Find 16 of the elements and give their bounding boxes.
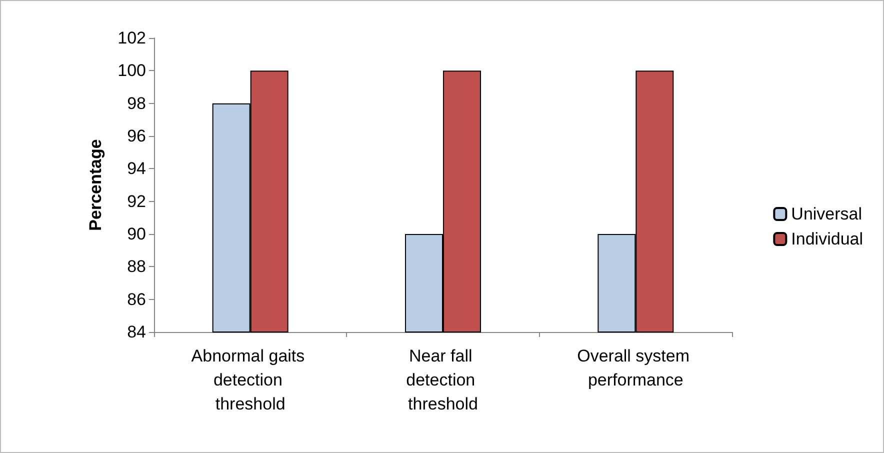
y-tick-label: 96 [127,126,146,146]
x-tick-label: Near fall detection threshold [406,346,480,414]
y-tick-label: 88 [127,257,146,276]
y-axis-title: Percentage [86,139,105,231]
y-tick-label: 94 [127,159,146,178]
x-tick-label: Abnormal gaits detection threshold [191,346,310,414]
y-tick-label: 102 [118,28,146,48]
y-tick-label: 98 [127,94,146,113]
y-tick-label: 84 [127,322,146,342]
legend-label: Universal [791,204,862,224]
y-tick-label: 100 [118,61,146,80]
x-tick-label: Overall system performance [577,346,694,390]
y-tick-label: 86 [127,290,146,309]
y-tick-label: 90 [127,224,146,244]
legend-label: Individual [791,230,863,248]
y-tick-label: 92 [127,192,146,211]
